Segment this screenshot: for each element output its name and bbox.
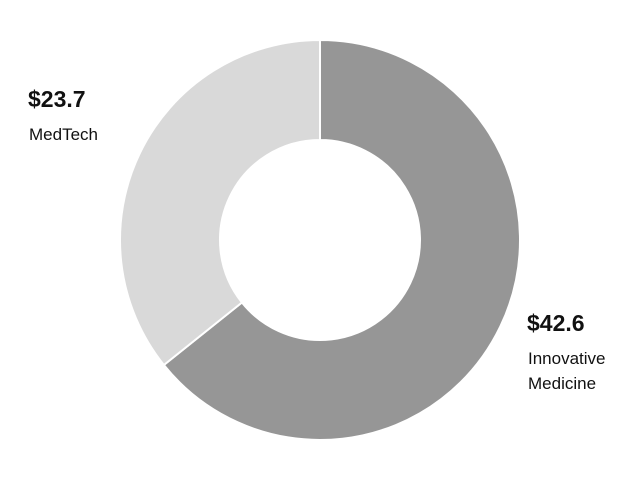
category-label: Innovative Medicine	[528, 349, 606, 393]
value-label: $42.6	[527, 310, 585, 336]
slice	[119, 38, 321, 367]
slice	[162, 38, 521, 441]
value-label: $23.7	[28, 86, 86, 112]
category-label: MedTech	[29, 125, 98, 144]
